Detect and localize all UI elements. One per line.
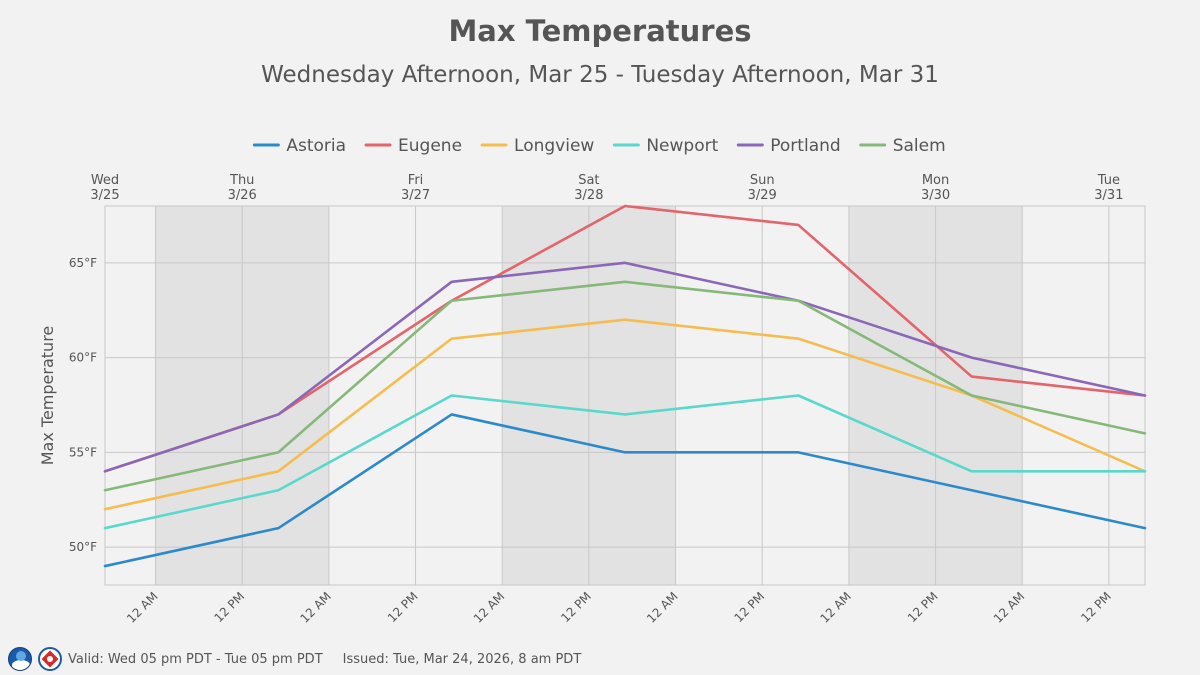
x-tick-label: 12 PM [905, 589, 941, 625]
legend-label-salem: Salem [893, 136, 946, 156]
day-label: Tue [1097, 173, 1120, 188]
date-label: 3/27 [401, 188, 430, 203]
day-label: Wed [91, 173, 119, 188]
legend-label-newport: Newport [646, 136, 718, 156]
issued-time-text: Issued: Tue, Mar 24, 2026, 8 am PDT [342, 651, 582, 667]
x-tick-label: 12 PM [558, 589, 594, 625]
date-label: 3/29 [748, 188, 777, 203]
noaa-logo-icon [8, 647, 32, 671]
day-label: Sat [578, 173, 599, 188]
date-label: 3/26 [228, 188, 257, 203]
x-tick-label: 12 AM [471, 589, 508, 626]
legend-label-portland: Portland [770, 136, 840, 156]
x-tick-label: 12 AM [817, 589, 854, 626]
y-axis-label: Max Temperature [38, 326, 57, 466]
y-tick-label: 65°F [69, 256, 97, 270]
legend-label-eugene: Eugene [398, 136, 462, 156]
date-label: 3/28 [574, 188, 603, 203]
valid-time-text: Valid: Wed 05 pm PDT - Tue 05 pm PDT [68, 651, 323, 667]
legend-label-longview: Longview [514, 136, 594, 156]
day-label: Fri [408, 173, 424, 188]
nws-logo-icon [38, 647, 62, 671]
date-label: 3/30 [921, 188, 950, 203]
date-label: 3/31 [1094, 188, 1123, 203]
x-tick-label: 12 AM [297, 589, 334, 626]
y-tick-label: 60°F [69, 351, 97, 365]
x-tick-label: 12 AM [124, 589, 161, 626]
series-line-astoria [103, 413, 1147, 568]
legend-label-astoria: Astoria [286, 136, 346, 156]
day-label: Mon [922, 173, 949, 188]
chart-title: Max Temperatures [448, 14, 752, 48]
day-label: Sun [750, 173, 775, 188]
date-label: 3/25 [90, 188, 119, 203]
x-tick-label: 12 PM [385, 589, 421, 625]
footer: Valid: Wed 05 pm PDT - Tue 05 pm PDT Iss… [8, 645, 581, 673]
series-line-newport [103, 394, 1147, 530]
y-tick-label: 55°F [69, 445, 97, 459]
day-label: Thu [229, 173, 254, 188]
y-tick-label: 50°F [69, 540, 97, 554]
series-line-salem [103, 280, 1147, 492]
chart-subtitle: Wednesday Afternoon, Mar 25 - Tuesday Af… [261, 62, 939, 88]
x-tick-label: 12 PM [1078, 589, 1114, 625]
x-tick-label: 12 AM [644, 589, 681, 626]
series-line-portland [103, 261, 1147, 473]
x-tick-label: 12 PM [212, 589, 248, 625]
x-tick-label: 12 AM [991, 589, 1028, 626]
x-tick-label: 12 PM [732, 589, 768, 625]
